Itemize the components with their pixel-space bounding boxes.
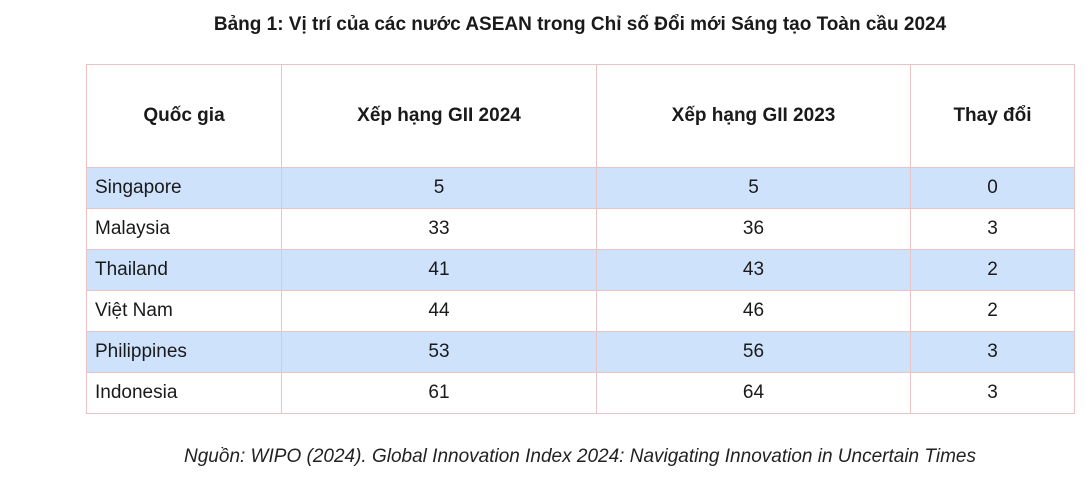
cell-change: 0 — [910, 167, 1075, 209]
gii-ranking-table: Quốc gia Xếp hạng GII 2024 Xếp hạng GII … — [86, 64, 1075, 414]
table-header: Quốc gia Xếp hạng GII 2024 Xếp hạng GII … — [86, 64, 1075, 168]
cell-change: 2 — [910, 290, 1075, 332]
header-rank-2023: Xếp hạng GII 2023 — [596, 64, 911, 168]
cell-rank-2024: 44 — [281, 290, 597, 332]
cell-change: 2 — [910, 249, 1075, 291]
table-row: Malaysia 33 36 3 — [86, 208, 1075, 250]
table-row: Việt Nam 44 46 2 — [86, 290, 1075, 332]
cell-rank-2023: 36 — [596, 208, 911, 250]
cell-rank-2023: 64 — [596, 372, 911, 414]
header-rank-2024: Xếp hạng GII 2024 — [281, 64, 597, 168]
cell-country: Singapore — [86, 167, 282, 209]
cell-country: Malaysia — [86, 208, 282, 250]
table-row: Thailand 41 43 2 — [86, 249, 1075, 291]
table-row: Indonesia 61 64 3 — [86, 372, 1075, 414]
table-row: Singapore 5 5 0 — [86, 167, 1075, 209]
cell-rank-2023: 56 — [596, 331, 911, 373]
cell-rank-2024: 33 — [281, 208, 597, 250]
table-row: Philippines 53 56 3 — [86, 331, 1075, 373]
cell-change: 3 — [910, 208, 1075, 250]
cell-rank-2024: 61 — [281, 372, 597, 414]
cell-country: Việt Nam — [86, 290, 282, 332]
header-country: Quốc gia — [86, 64, 282, 168]
cell-rank-2023: 5 — [596, 167, 911, 209]
cell-rank-2024: 5 — [281, 167, 597, 209]
cell-change: 3 — [910, 372, 1075, 414]
cell-country: Indonesia — [86, 372, 282, 414]
cell-country: Thailand — [86, 249, 282, 291]
cell-rank-2023: 46 — [596, 290, 911, 332]
cell-country: Philippines — [86, 331, 282, 373]
header-change: Thay đổi — [910, 64, 1075, 168]
cell-rank-2023: 43 — [596, 249, 911, 291]
cell-rank-2024: 41 — [281, 249, 597, 291]
source-citation: Nguồn: WIPO (2024). Global Innovation In… — [184, 446, 976, 467]
table-title: Bảng 1: Vị trí của các nước ASEAN trong … — [213, 14, 947, 35]
table-body: Singapore 5 5 0 Malaysia 33 36 3 Thailan… — [86, 167, 1075, 414]
cell-rank-2024: 53 — [281, 331, 597, 373]
cell-change: 3 — [910, 331, 1075, 373]
header-row: Quốc gia Xếp hạng GII 2024 Xếp hạng GII … — [86, 64, 1075, 168]
